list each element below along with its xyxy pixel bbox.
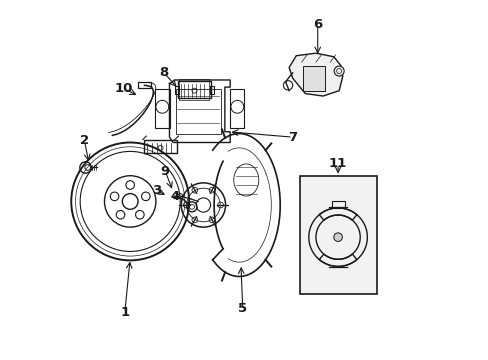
Text: 8: 8 (159, 66, 168, 79)
Text: 1: 1 (120, 306, 129, 319)
Bar (138, 82, 151, 88)
Bar (175, 86, 179, 94)
Text: 5: 5 (238, 302, 247, 315)
Text: 2: 2 (80, 134, 89, 147)
Text: 9: 9 (160, 165, 169, 177)
Bar (179, 79, 209, 100)
Text: 7: 7 (287, 131, 297, 144)
Text: 10: 10 (115, 82, 133, 95)
Bar (209, 86, 214, 94)
Text: 3: 3 (152, 184, 161, 197)
Bar (144, 140, 176, 153)
Circle shape (333, 233, 342, 242)
Bar (331, 202, 344, 208)
Circle shape (333, 66, 344, 76)
Bar (178, 81, 210, 98)
Text: 6: 6 (312, 18, 322, 31)
Bar (230, 89, 244, 128)
Polygon shape (288, 53, 342, 96)
Text: 11: 11 (328, 157, 346, 170)
Bar (176, 89, 220, 134)
Text: 4: 4 (170, 190, 179, 203)
Bar (155, 89, 170, 128)
Bar (299, 176, 376, 294)
Bar (303, 66, 324, 91)
